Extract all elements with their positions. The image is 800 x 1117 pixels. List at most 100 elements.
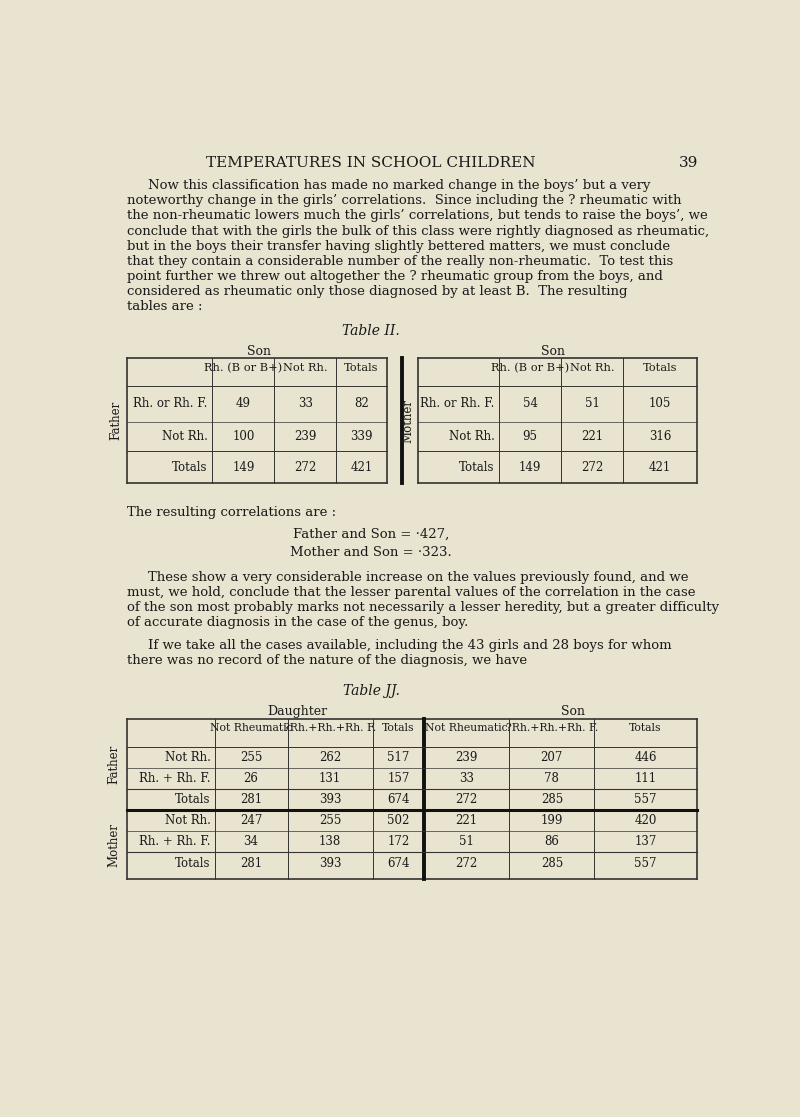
Text: Totals: Totals <box>172 460 208 474</box>
Text: Now this classification has made no marked change in the boys’ but a very: Now this classification has made no mark… <box>148 180 650 192</box>
Text: Rh. + Rh. F.: Rh. + Rh. F. <box>139 836 211 849</box>
Text: Rh. or Rh. F.: Rh. or Rh. F. <box>134 398 208 410</box>
Text: considered as rheumatic only those diagnosed by at least B.  The resulting: considered as rheumatic only those diagn… <box>127 285 628 297</box>
Text: Not Rh.: Not Rh. <box>165 814 211 828</box>
Text: 272: 272 <box>581 460 603 474</box>
Text: 34: 34 <box>244 836 258 849</box>
Text: of accurate diagnosis in the case of the genus, boy.: of accurate diagnosis in the case of the… <box>127 617 469 629</box>
Text: Table II.: Table II. <box>342 324 400 337</box>
Text: 557: 557 <box>634 793 657 806</box>
Text: Totals: Totals <box>630 724 662 734</box>
Text: 51: 51 <box>459 836 474 849</box>
Text: 420: 420 <box>634 814 657 828</box>
Text: noteworthy change in the girls’ correlations.  Since including the ? rheumatic w: noteworthy change in the girls’ correlat… <box>127 194 682 208</box>
Text: 26: 26 <box>244 772 258 785</box>
Text: 86: 86 <box>544 836 559 849</box>
Text: Daughter: Daughter <box>267 705 328 718</box>
Text: tables are :: tables are : <box>127 299 202 313</box>
Text: 272: 272 <box>455 793 478 806</box>
Text: Not Rh.: Not Rh. <box>570 363 614 373</box>
Text: Not Rheumatic: Not Rheumatic <box>210 724 293 734</box>
Text: 33: 33 <box>298 398 313 410</box>
Text: 446: 446 <box>634 751 657 764</box>
Text: 255: 255 <box>240 751 262 764</box>
Text: 33: 33 <box>459 772 474 785</box>
Text: 517: 517 <box>387 751 410 764</box>
Text: These show a very considerable increase on the values previously found, and we: These show a very considerable increase … <box>148 571 689 584</box>
Text: Not Rheumatic: Not Rheumatic <box>426 724 508 734</box>
Text: 502: 502 <box>387 814 410 828</box>
Text: Totals: Totals <box>175 857 211 869</box>
Text: there was no record of the nature of the diagnosis, we have: there was no record of the nature of the… <box>127 653 527 667</box>
Text: Rh. or Rh. F.: Rh. or Rh. F. <box>420 398 494 410</box>
Text: 100: 100 <box>232 430 254 442</box>
Text: 674: 674 <box>387 857 410 869</box>
Text: Rh. (B or B+): Rh. (B or B+) <box>491 363 570 373</box>
Text: Mother and Son = ·323.: Mother and Son = ·323. <box>290 545 452 558</box>
Text: TEMPERATURES IN SCHOOL CHILDREN: TEMPERATURES IN SCHOOL CHILDREN <box>206 156 536 171</box>
Text: Son: Son <box>247 345 271 357</box>
Text: 157: 157 <box>387 772 410 785</box>
Text: 247: 247 <box>240 814 262 828</box>
Text: but in the boys their transfer having slightly bettered matters, we must conclud: but in the boys their transfer having sl… <box>127 239 670 252</box>
Text: If we take all the cases available, including the 43 girls and 28 boys for whom: If we take all the cases available, incl… <box>148 639 672 652</box>
Text: Not Rh.: Not Rh. <box>283 363 328 373</box>
Text: Totals: Totals <box>175 793 211 806</box>
Text: 285: 285 <box>541 857 563 869</box>
Text: must, we hold, conclude that the lesser parental values of the correlation in th: must, we hold, conclude that the lesser … <box>127 586 696 599</box>
Text: 149: 149 <box>519 460 542 474</box>
Text: point further we threw out altogether the ? rheumatic group from the boys, and: point further we threw out altogether th… <box>127 269 663 283</box>
Text: 281: 281 <box>240 793 262 806</box>
Text: The resulting correlations are :: The resulting correlations are : <box>127 506 336 519</box>
Text: Son: Son <box>561 705 585 718</box>
Text: Father: Father <box>107 745 121 784</box>
Text: 393: 393 <box>319 793 342 806</box>
Text: Mother: Mother <box>401 399 414 442</box>
Text: of the son most probably marks not necessarily a lesser heredity, but a greater : of the son most probably marks not neces… <box>127 601 719 614</box>
Text: Rh. + Rh. F.: Rh. + Rh. F. <box>139 772 211 785</box>
Text: 557: 557 <box>634 857 657 869</box>
Text: 137: 137 <box>634 836 657 849</box>
Text: Not Rh.: Not Rh. <box>165 751 211 764</box>
Text: 54: 54 <box>522 398 538 410</box>
Text: 78: 78 <box>544 772 559 785</box>
Text: 674: 674 <box>387 793 410 806</box>
Text: 221: 221 <box>455 814 478 828</box>
Text: Mother: Mother <box>107 822 121 867</box>
Text: 316: 316 <box>649 430 671 442</box>
Text: conclude that with the girls the bulk of this class were rightly diagnosed as rh: conclude that with the girls the bulk of… <box>127 225 710 238</box>
Text: 131: 131 <box>319 772 342 785</box>
Text: that they contain a considerable number of the really non-rheumatic.  To test th: that they contain a considerable number … <box>127 255 674 268</box>
Text: 272: 272 <box>455 857 478 869</box>
Text: Not Rh.: Not Rh. <box>449 430 494 442</box>
Text: 39: 39 <box>679 156 698 171</box>
Text: 111: 111 <box>634 772 657 785</box>
Text: 82: 82 <box>354 398 369 410</box>
Text: 207: 207 <box>541 751 563 764</box>
Text: Totals: Totals <box>642 363 677 373</box>
Text: 285: 285 <box>541 793 563 806</box>
Text: 172: 172 <box>387 836 410 849</box>
Text: Father and Son = ·427,: Father and Son = ·427, <box>293 528 450 541</box>
Text: 51: 51 <box>585 398 599 410</box>
Text: 281: 281 <box>240 857 262 869</box>
Text: 393: 393 <box>319 857 342 869</box>
Text: 421: 421 <box>350 460 373 474</box>
Text: the non-rheumatic lowers much the girls’ correlations, but tends to raise the bo: the non-rheumatic lowers much the girls’… <box>127 210 708 222</box>
Text: Father: Father <box>109 401 122 440</box>
Text: 339: 339 <box>350 430 373 442</box>
Text: Rh. (B or B+): Rh. (B or B+) <box>204 363 282 373</box>
Text: 105: 105 <box>649 398 671 410</box>
Text: 239: 239 <box>294 430 317 442</box>
Text: 95: 95 <box>522 430 538 442</box>
Text: 255: 255 <box>319 814 342 828</box>
Text: 199: 199 <box>541 814 563 828</box>
Text: 239: 239 <box>455 751 478 764</box>
Text: 221: 221 <box>581 430 603 442</box>
Text: Not Rh.: Not Rh. <box>162 430 208 442</box>
Text: Totals: Totals <box>382 724 414 734</box>
Text: 138: 138 <box>319 836 342 849</box>
Text: 49: 49 <box>236 398 251 410</box>
Text: Totals: Totals <box>344 363 379 373</box>
Text: Table JJ.: Table JJ. <box>343 685 400 698</box>
